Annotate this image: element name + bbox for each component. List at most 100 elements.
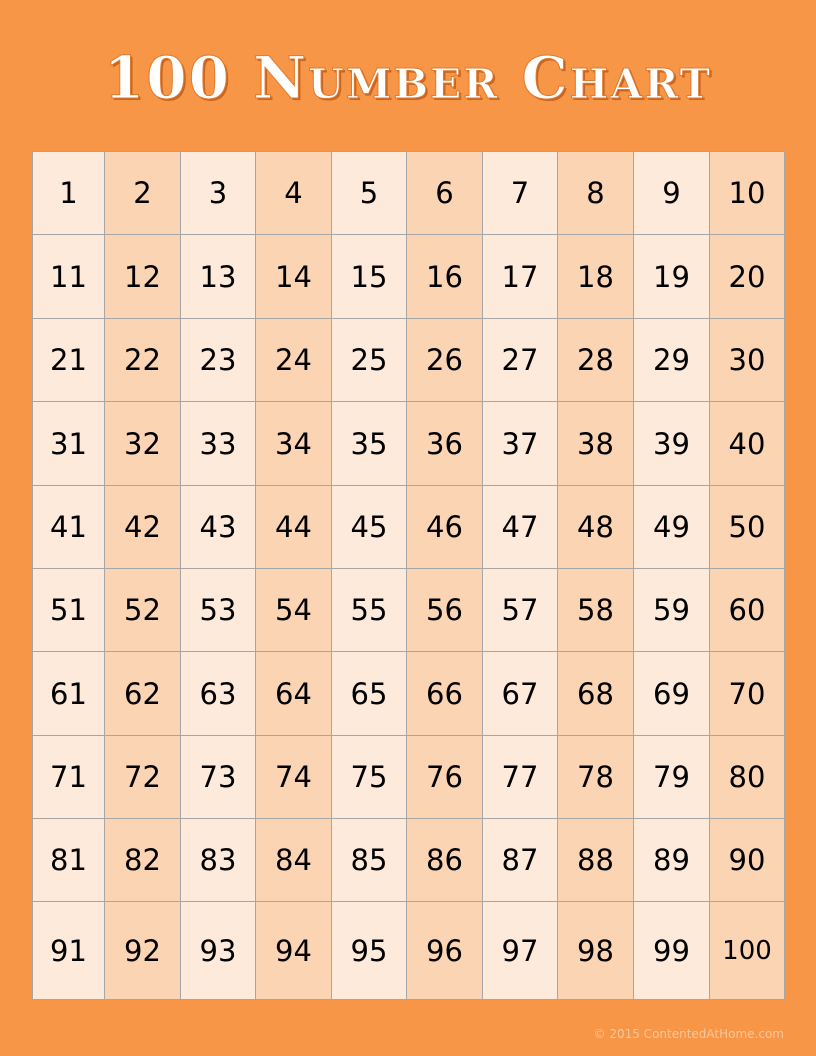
number-cell: 90 — [710, 819, 785, 902]
number-cell: 56 — [407, 569, 483, 652]
number-cell: 68 — [558, 652, 634, 736]
number-cell: 7 — [483, 152, 558, 235]
number-cell: 82 — [105, 819, 181, 902]
number-cell: 25 — [332, 319, 407, 402]
number-cell: 28 — [558, 319, 634, 402]
number-cell: 92 — [105, 902, 181, 1000]
page-title: 100 Number Chart — [103, 44, 713, 113]
number-cell: 27 — [483, 319, 558, 402]
number-cell: 12 — [105, 235, 181, 319]
number-cell: 53 — [181, 569, 256, 652]
number-cell: 15 — [332, 235, 407, 319]
number-cell: 8 — [558, 152, 634, 235]
number-cell: 6 — [407, 152, 483, 235]
number-cell: 39 — [634, 402, 710, 486]
number-cell: 60 — [710, 569, 785, 652]
number-cell: 42 — [105, 486, 181, 569]
number-cell: 65 — [332, 652, 407, 736]
number-cell: 67 — [483, 652, 558, 736]
number-cell: 70 — [710, 652, 785, 736]
number-cell: 91 — [33, 902, 105, 1000]
number-cell: 78 — [558, 736, 634, 819]
number-cell: 14 — [256, 235, 332, 319]
number-cell: 88 — [558, 819, 634, 902]
number-cell: 23 — [181, 319, 256, 402]
number-cell: 89 — [634, 819, 710, 902]
number-cell: 38 — [558, 402, 634, 486]
number-cell: 63 — [181, 652, 256, 736]
number-cell: 74 — [256, 736, 332, 819]
number-cell: 96 — [407, 902, 483, 1000]
number-cell: 86 — [407, 819, 483, 902]
number-cell: 85 — [332, 819, 407, 902]
number-cell: 81 — [33, 819, 105, 902]
number-cell: 4 — [256, 152, 332, 235]
number-cell: 11 — [33, 235, 105, 319]
number-cell: 100 — [710, 902, 785, 1000]
number-cell: 44 — [256, 486, 332, 569]
number-cell: 72 — [105, 736, 181, 819]
number-cell: 58 — [558, 569, 634, 652]
number-cell: 99 — [634, 902, 710, 1000]
number-cell: 35 — [332, 402, 407, 486]
number-cell: 93 — [181, 902, 256, 1000]
number-cell: 17 — [483, 235, 558, 319]
number-cell: 37 — [483, 402, 558, 486]
number-cell: 48 — [558, 486, 634, 569]
number-cell: 18 — [558, 235, 634, 319]
number-cell: 62 — [105, 652, 181, 736]
number-cell: 69 — [634, 652, 710, 736]
number-cell: 98 — [558, 902, 634, 1000]
copyright-footer: © 2015 ContentedAtHome.com — [593, 1027, 784, 1041]
number-cell: 24 — [256, 319, 332, 402]
number-cell: 71 — [33, 736, 105, 819]
number-cell: 73 — [181, 736, 256, 819]
number-cell: 30 — [710, 319, 785, 402]
number-cell: 33 — [181, 402, 256, 486]
number-cell: 77 — [483, 736, 558, 819]
number-grid: 1 2 3 4 5 6 7 8 9 10 11 12 13 14 15 16 17 18 19 20 21 22 23 24 2… — [32, 151, 785, 1000]
number-cell: 87 — [483, 819, 558, 902]
number-cell: 75 — [332, 736, 407, 819]
number-cell: 76 — [407, 736, 483, 819]
number-cell: 59 — [634, 569, 710, 652]
number-cell: 84 — [256, 819, 332, 902]
number-cell: 97 — [483, 902, 558, 1000]
number-cell: 55 — [332, 569, 407, 652]
number-cell: 29 — [634, 319, 710, 402]
number-cell: 46 — [407, 486, 483, 569]
number-cell: 80 — [710, 736, 785, 819]
number-cell: 52 — [105, 569, 181, 652]
number-cell: 51 — [33, 569, 105, 652]
number-cell: 49 — [634, 486, 710, 569]
number-cell: 5 — [332, 152, 407, 235]
number-cell: 19 — [634, 235, 710, 319]
number-cell: 64 — [256, 652, 332, 736]
number-cell: 95 — [332, 902, 407, 1000]
number-cell: 26 — [407, 319, 483, 402]
number-cell: 13 — [181, 235, 256, 319]
number-cell: 40 — [710, 402, 785, 486]
number-cell: 9 — [634, 152, 710, 235]
number-cell: 43 — [181, 486, 256, 569]
number-cell: 54 — [256, 569, 332, 652]
number-cell: 45 — [332, 486, 407, 569]
number-cell: 94 — [256, 902, 332, 1000]
number-cell: 2 — [105, 152, 181, 235]
number-cell: 3 — [181, 152, 256, 235]
number-cell: 61 — [33, 652, 105, 736]
number-cell: 10 — [710, 152, 785, 235]
number-cell: 50 — [710, 486, 785, 569]
number-cell: 20 — [710, 235, 785, 319]
number-cell: 41 — [33, 486, 105, 569]
number-cell: 47 — [483, 486, 558, 569]
number-cell: 36 — [407, 402, 483, 486]
number-cell: 21 — [33, 319, 105, 402]
number-cell: 57 — [483, 569, 558, 652]
number-cell: 79 — [634, 736, 710, 819]
number-cell: 16 — [407, 235, 483, 319]
number-cell: 66 — [407, 652, 483, 736]
number-cell: 22 — [105, 319, 181, 402]
number-cell: 83 — [181, 819, 256, 902]
number-cell: 31 — [33, 402, 105, 486]
